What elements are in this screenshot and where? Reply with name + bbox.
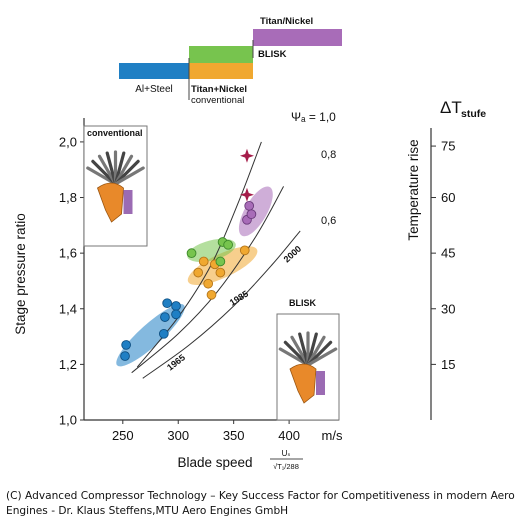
data-point [171,309,181,320]
x-tick-label: 350 [223,428,245,443]
x-tick-label: 400 [278,428,300,443]
y-tick-label: 1,0 [59,413,77,428]
right-axis-symbol-sub: stufe [461,108,486,120]
timeline-label-al-steel: Al+Steel [135,84,173,95]
right-axis-symbol: ΔT [440,98,462,117]
inset-blisk-disk [289,363,317,404]
right-tick-label: 45 [441,246,455,261]
data-point [121,340,131,350]
psi-line-2 [142,230,301,379]
data-point [158,328,169,339]
compressor-chart: Al+Steel Titan+NickelconventionalBLISKTit… [13,16,486,471]
caption-line-2: Engines - Dr. Klaus Steffens,MTU Aero En… [6,505,289,517]
x-tick-label: 250 [112,428,134,443]
timeline-label-titan-nickel: Titan+Nickel [191,84,247,95]
timeline-label-titan-nickel-top: Titan/Nickel [260,16,313,27]
data-point [186,248,197,258]
data-point [206,290,217,300]
psi-label-0-6: 0,6 [321,215,336,227]
data-point [223,239,233,250]
x-unit-denominator: √T₁/288 [273,462,299,471]
inset-blisk [276,313,340,421]
band-3 [238,186,273,237]
psi-line-1 [131,186,285,374]
year-label-1985: 1985 [228,289,250,308]
psi-label-1-0: Ψₐ = 1,0 [291,110,336,124]
timeline-label-conventional: conventional [191,95,244,106]
timeline-bar-1 [189,63,253,79]
year-label-1965: 1965 [165,352,187,372]
inset-conventional-frame [83,125,148,247]
x-unit-label: m/s [322,428,343,443]
star-point [239,187,254,202]
timeline-bar-0 [119,63,189,79]
data-point [160,312,170,322]
y-tick-label: 1,6 [59,246,77,261]
x-unit-numerator: Uₛ [282,449,291,458]
data-point [120,351,130,361]
y-tick-label: 1,8 [59,190,77,205]
y-tick-label: 1,4 [59,301,77,316]
data-point [244,201,255,211]
inset-conventional-disk [97,182,124,223]
inset-conventional-hub [123,190,133,214]
year-label-2000: 2000 [282,244,304,265]
timeline-bar-2 [189,46,253,63]
figure-caption: (C) Advanced Compressor Technology – Key… [6,489,522,519]
right-tick-label: 75 [441,139,455,154]
data-point [171,301,181,311]
right-axis-title: Temperature rise [406,139,421,240]
caption-line-1: (C) Advanced Compressor Technology – Key… [6,490,515,502]
y-tick-label: 1,2 [59,357,77,372]
data-point [215,267,226,278]
data-point [162,298,173,309]
y-axis-title: Stage pressure ratio [13,213,28,335]
inset-blisk-blade [306,347,338,367]
right-tick-label: 15 [441,357,455,372]
data-point [193,267,204,278]
data-point [239,245,250,256]
inset-conventional: conventional [83,125,148,247]
x-tick-label: 300 [167,428,189,443]
data-point [198,256,209,267]
data-point [215,256,226,267]
star-point [239,148,254,163]
right-tick-label: 30 [441,301,455,316]
timeline-bar-3 [253,29,342,46]
x-axis-title: Blade speed [177,455,252,470]
inset-conventional-blade [113,166,145,186]
psi-label-0-8: 0,8 [321,149,336,161]
data-point [246,209,257,220]
timeline-label-blisk: BLISK [258,49,287,60]
data-point [203,278,214,289]
y-tick-label: 2,0 [59,134,77,149]
inset-conventional-label: conventional [87,128,143,138]
inset-blisk-label: BLISK [289,298,317,308]
right-tick-label: 60 [441,190,455,205]
inset-blisk-hub [316,371,325,395]
